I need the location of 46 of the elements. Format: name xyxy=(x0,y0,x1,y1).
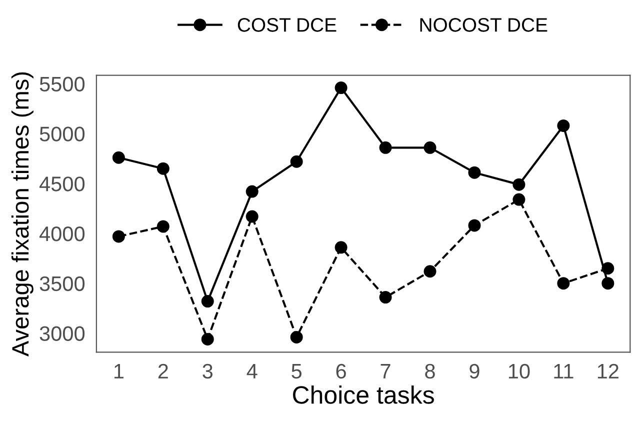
legend-label: COST DCE xyxy=(238,18,336,32)
point xyxy=(246,185,258,198)
x-tick-label: 4 xyxy=(246,364,258,378)
point xyxy=(334,241,348,254)
y-tick-label: 4000 xyxy=(39,226,85,242)
y-tick-label: 5500 xyxy=(40,76,85,92)
x-tick-label: 2 xyxy=(158,364,168,378)
point xyxy=(156,162,170,175)
x-tick-label: 6 xyxy=(336,364,346,379)
x-tick-label: 8 xyxy=(425,364,435,379)
point xyxy=(512,193,526,206)
point xyxy=(602,262,614,275)
x-tick-label: 7 xyxy=(380,364,390,378)
legend-label: NOCOST DCE xyxy=(420,18,548,32)
point xyxy=(379,291,392,304)
x-axis-title: Choice tasks xyxy=(293,385,434,404)
point xyxy=(290,330,303,344)
x-tick-label: 12 xyxy=(598,364,618,378)
point xyxy=(246,210,258,223)
point xyxy=(201,332,214,346)
point xyxy=(512,178,526,191)
point xyxy=(201,295,214,308)
y-axis-title: Average fixation times (ms) xyxy=(11,72,34,357)
x-tick-label: 10 xyxy=(508,364,530,379)
point xyxy=(424,265,436,278)
y-tick-label: 4500 xyxy=(39,176,85,192)
point xyxy=(602,277,614,290)
point xyxy=(290,155,303,168)
point xyxy=(557,119,570,132)
point xyxy=(379,141,392,154)
point xyxy=(424,141,436,154)
x-tick-label: 3 xyxy=(202,364,213,379)
point xyxy=(557,277,570,290)
y-tick-label: 3500 xyxy=(40,276,85,292)
x-tick-label: 9 xyxy=(470,364,480,379)
point xyxy=(112,151,125,164)
y-tick-label: 3000 xyxy=(40,326,85,341)
point xyxy=(156,220,170,233)
point xyxy=(468,166,481,179)
point xyxy=(334,82,348,94)
y-tick-label: 5000 xyxy=(40,126,85,142)
x-tick-label: 11 xyxy=(554,364,574,378)
x-tick-label: 5 xyxy=(292,364,302,379)
x-tick-label: 1 xyxy=(114,364,124,378)
point xyxy=(112,230,125,243)
point xyxy=(468,219,481,232)
